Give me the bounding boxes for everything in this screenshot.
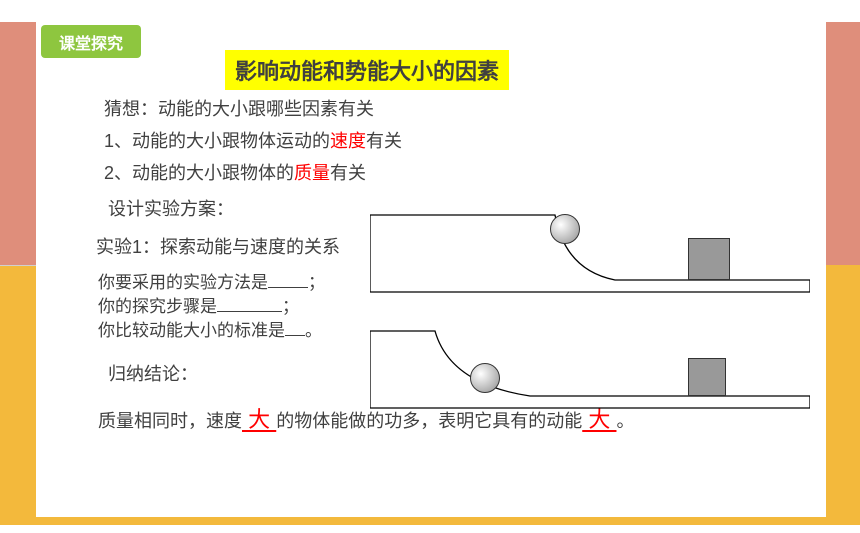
item1-red: 速度 — [330, 131, 366, 151]
blank3 — [285, 319, 305, 336]
fill1-pre: 你要采用的实验方法是 — [98, 273, 268, 292]
slide-frame: 课堂探究 影响动能和势能大小的因素 猜想：动能的大小跟哪些因素有关 1、动能的大… — [0, 0, 860, 533]
blank2 — [217, 295, 282, 312]
item2: 2、动能的大小跟物体的质量有关 — [104, 160, 804, 188]
ramp2-ball — [470, 363, 500, 393]
item1-post: 有关 — [366, 131, 402, 151]
guess-rest: 动能的大小跟哪些因素有关 — [158, 99, 374, 119]
item2-pre: 2、动能的大小跟物体的 — [104, 163, 294, 183]
ramp-panel-2 — [370, 326, 810, 416]
ramp-diagrams — [370, 210, 820, 442]
conc-pre1: 质量相同时，速度 — [98, 411, 242, 431]
page-title: 影响动能和势能大小的因素 — [225, 50, 509, 90]
fill1-punct: ； — [308, 273, 325, 292]
ramp-panel-1 — [370, 210, 810, 300]
ramp1-svg — [370, 210, 810, 300]
fill2-punct: ； — [282, 297, 299, 316]
section-badge: 课堂探究 — [41, 25, 141, 58]
ramp2-svg — [370, 326, 810, 416]
guess-line: 猜想：动能的大小跟哪些因素有关 — [104, 96, 804, 124]
divider — [0, 265, 36, 266]
item1-pre: 1、动能的大小跟物体运动的 — [104, 131, 330, 151]
ramp2-block — [688, 358, 726, 396]
ramp1-ball — [550, 214, 580, 244]
blank1 — [268, 271, 308, 288]
guess-label: 猜想： — [104, 99, 158, 119]
item2-red: 质量 — [294, 163, 330, 183]
fill2-pre: 你的探究步骤是 — [98, 297, 217, 316]
ramp1-block — [688, 238, 730, 280]
item2-post: 有关 — [330, 163, 366, 183]
fill3-end: 。 — [305, 321, 322, 340]
conc-red1: 大 — [242, 407, 276, 432]
item1: 1、动能的大小跟物体运动的速度有关 — [104, 128, 804, 156]
title-text: 影响动能和势能大小的因素 — [235, 59, 499, 84]
fill3-pre: 你比较动能大小的标准是 — [98, 321, 285, 340]
badge-label: 课堂探究 — [59, 30, 123, 54]
